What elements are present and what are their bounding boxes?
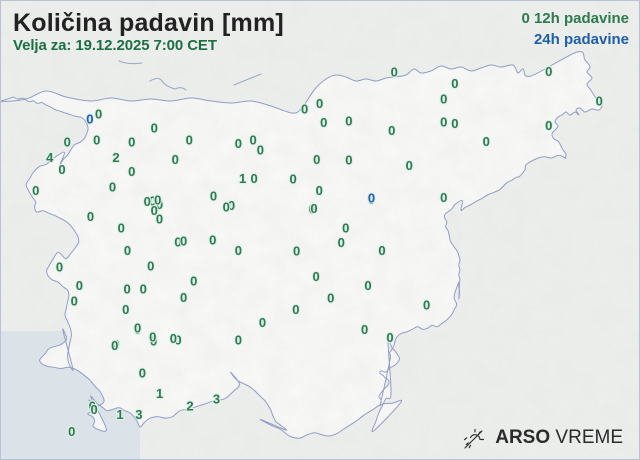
svg-text:0: 0 xyxy=(388,123,395,138)
svg-text:0: 0 xyxy=(128,164,135,179)
svg-text:0: 0 xyxy=(147,259,154,274)
svg-text:1: 1 xyxy=(239,171,246,186)
svg-text:0: 0 xyxy=(93,133,100,148)
svg-text:0: 0 xyxy=(210,188,217,203)
svg-text:0: 0 xyxy=(316,183,323,198)
svg-text:0: 0 xyxy=(139,366,146,381)
svg-text:0: 0 xyxy=(124,243,131,258)
svg-text:0: 0 xyxy=(128,134,135,149)
svg-text:0: 0 xyxy=(209,233,216,248)
svg-text:0: 0 xyxy=(76,278,83,293)
svg-text:0: 0 xyxy=(190,274,197,289)
svg-text:0: 0 xyxy=(451,116,458,131)
svg-text:0: 0 xyxy=(423,298,430,313)
svg-text:0: 0 xyxy=(391,65,398,80)
svg-text:0: 0 xyxy=(440,91,447,106)
svg-text:0: 0 xyxy=(440,114,447,129)
svg-text:0: 0 xyxy=(345,114,352,129)
svg-text:0: 0 xyxy=(140,281,147,296)
svg-text:0: 0 xyxy=(32,183,39,198)
svg-text:0: 0 xyxy=(310,201,317,216)
svg-text:0: 0 xyxy=(170,331,177,346)
svg-text:0: 0 xyxy=(320,115,327,130)
svg-text:0: 0 xyxy=(483,134,490,149)
svg-text:0: 0 xyxy=(118,220,125,235)
svg-text:0: 0 xyxy=(338,235,345,250)
svg-text:3: 3 xyxy=(135,407,142,422)
svg-text:0: 0 xyxy=(56,259,63,274)
svg-text:3: 3 xyxy=(213,391,220,406)
svg-text:0: 0 xyxy=(71,294,78,309)
svg-text:0: 0 xyxy=(301,101,308,116)
svg-text:0: 0 xyxy=(342,220,349,235)
svg-text:0: 0 xyxy=(134,321,141,336)
svg-text:0: 0 xyxy=(545,64,552,79)
svg-text:1: 1 xyxy=(116,407,123,422)
svg-text:0: 0 xyxy=(249,133,256,148)
svg-text:0: 0 xyxy=(361,322,368,337)
svg-text:0: 0 xyxy=(345,153,352,168)
svg-text:0: 0 xyxy=(259,315,266,330)
svg-text:0: 0 xyxy=(156,212,163,227)
svg-text:0: 0 xyxy=(440,190,447,205)
svg-text:0: 0 xyxy=(87,209,94,224)
svg-text:0: 0 xyxy=(68,424,75,439)
svg-text:4: 4 xyxy=(46,150,54,165)
svg-text:0: 0 xyxy=(596,94,603,109)
svg-text:0: 0 xyxy=(122,302,129,317)
svg-text:0: 0 xyxy=(111,338,118,353)
svg-text:0: 0 xyxy=(451,76,458,91)
svg-text:0: 0 xyxy=(235,136,242,151)
svg-text:0: 0 xyxy=(313,152,320,167)
svg-text:0: 0 xyxy=(123,281,130,296)
svg-text:0: 0 xyxy=(186,133,193,148)
svg-text:0: 0 xyxy=(293,244,300,259)
svg-text:0: 0 xyxy=(151,120,158,135)
svg-text:0: 0 xyxy=(316,96,323,111)
svg-text:1: 1 xyxy=(156,386,163,401)
svg-text:0: 0 xyxy=(235,333,242,348)
svg-text:0: 0 xyxy=(406,158,413,173)
svg-text:0: 0 xyxy=(109,180,116,195)
svg-text:0: 0 xyxy=(545,118,552,133)
svg-text:0: 0 xyxy=(386,330,393,345)
svg-text:0: 0 xyxy=(289,172,296,187)
svg-text:0: 0 xyxy=(250,171,257,186)
svg-text:0: 0 xyxy=(257,142,264,157)
svg-text:0: 0 xyxy=(90,402,97,417)
svg-text:0: 0 xyxy=(312,269,319,284)
svg-text:0: 0 xyxy=(364,278,371,293)
svg-text:0: 0 xyxy=(180,234,187,249)
svg-text:0: 0 xyxy=(95,107,102,122)
svg-text:0: 0 xyxy=(149,329,156,344)
svg-text:0: 0 xyxy=(378,243,385,258)
svg-text:0: 0 xyxy=(368,191,375,206)
svg-text:0: 0 xyxy=(292,302,299,317)
svg-text:0: 0 xyxy=(235,243,242,258)
svg-text:0: 0 xyxy=(223,200,230,215)
svg-text:0: 0 xyxy=(64,134,71,149)
svg-text:0: 0 xyxy=(180,290,187,305)
svg-text:2: 2 xyxy=(186,398,193,413)
svg-text:2: 2 xyxy=(112,150,119,165)
svg-text:0: 0 xyxy=(327,291,334,306)
svg-text:0: 0 xyxy=(172,152,179,167)
svg-text:0: 0 xyxy=(86,112,93,127)
svg-text:0: 0 xyxy=(58,162,65,177)
